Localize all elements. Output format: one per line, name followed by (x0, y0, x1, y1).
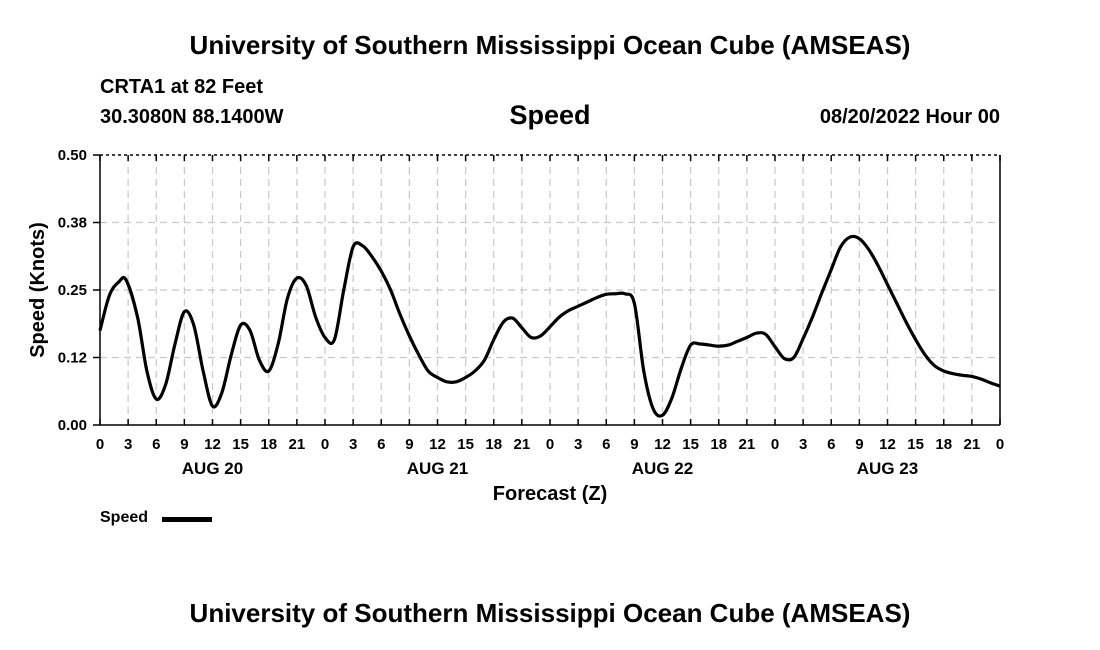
day-label: AUG 22 (632, 459, 693, 478)
x-tick-label: 0 (771, 436, 779, 453)
speed-chart: 0 3 6 9 12 15 18 21 0 3 6 9 12 15 18 21 0 3 6 9 12 15 18 21 0 3 6 9… (27, 147, 1004, 505)
x-tick-label: 21 (289, 436, 306, 453)
x-tick-label: 21 (964, 436, 981, 453)
legend-swatch (162, 517, 212, 522)
x-tick-label: 9 (180, 436, 188, 453)
x-tick-label: 3 (124, 436, 132, 453)
footer-title: University of Southern Mississippi Ocean… (189, 598, 911, 628)
x-tick-label: 18 (485, 436, 502, 453)
x-axis-title: Forecast (Z) (493, 483, 607, 505)
y-tick-label: 0.00 (58, 417, 87, 434)
station-label: CRTA1 at 82 Feet (100, 76, 264, 98)
x-tick-label: 18 (935, 436, 952, 453)
x-tick-label: 21 (514, 436, 531, 453)
coordinates-label: 30.3080N 88.1400W (100, 106, 284, 128)
chart-title: Speed (509, 100, 591, 130)
page-title: University of Southern Mississippi Ocean… (189, 30, 911, 60)
x-tick-label: 6 (377, 436, 385, 453)
x-tick-label: 15 (907, 436, 924, 453)
y-tick-label: 0.50 (58, 147, 87, 164)
x-tick-label: 18 (260, 436, 277, 453)
x-tick-label: 12 (879, 436, 896, 453)
x-tick-label: 18 (710, 436, 727, 453)
x-tick-label: 9 (405, 436, 413, 453)
speed-series-line (98, 234, 1001, 418)
x-tick-label: 0 (96, 436, 104, 453)
x-tick-label: 6 (602, 436, 610, 453)
x-tick-label: 21 (739, 436, 756, 453)
x-tick-label: 0 (546, 436, 554, 453)
y-axis-title: Speed (Knots) (27, 222, 49, 358)
x-tick-label: 15 (682, 436, 699, 453)
day-label: AUG 23 (857, 459, 918, 478)
x-tick-label: 9 (855, 436, 863, 453)
x-tick-label: 12 (204, 436, 221, 453)
x-tick-label: 12 (654, 436, 671, 453)
day-label: AUG 21 (407, 459, 468, 478)
y-tick-label: 0.25 (58, 282, 87, 299)
x-tick-label: 12 (429, 436, 446, 453)
x-tick-label: 6 (152, 436, 160, 453)
x-tick-label: 3 (574, 436, 582, 453)
x-tick-label: 15 (232, 436, 249, 453)
x-tick-label: 0 (321, 436, 329, 453)
legend-label: Speed (100, 509, 149, 526)
x-tick-label: 9 (630, 436, 638, 453)
x-tick-label: 6 (827, 436, 835, 453)
y-tick-label: 0.12 (58, 350, 87, 367)
x-tick-label: 0 (996, 436, 1004, 453)
y-tick-label: 0.38 (58, 215, 87, 232)
x-tick-label: 3 (349, 436, 357, 453)
forecast-datetime: 08/20/2022 Hour 00 (819, 106, 1000, 128)
x-tick-label: 15 (457, 436, 474, 453)
day-label: AUG 20 (182, 459, 243, 478)
x-tick-label: 3 (799, 436, 807, 453)
